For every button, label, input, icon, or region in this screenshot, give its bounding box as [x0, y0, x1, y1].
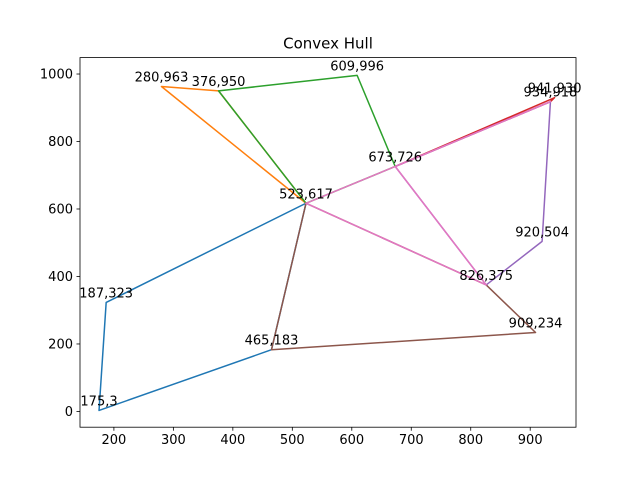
hull-series-2 — [160, 85, 308, 205]
chart-title: Convex Hull — [283, 35, 373, 53]
y-axis: 0 200 400 600 800 1000 — [40, 68, 80, 420]
point-label: 376,950 — [192, 75, 246, 90]
point-label: 934,918 — [524, 86, 578, 101]
x-tick-label: 300 — [161, 433, 186, 448]
y-tick-label: 400 — [48, 270, 73, 285]
hull-series-3 — [217, 74, 396, 205]
x-tick-label: 600 — [339, 433, 364, 448]
point-label: 826,375 — [459, 269, 513, 284]
hull-series-1 — [98, 202, 308, 412]
hull-series-5 — [394, 100, 552, 286]
x-tick-label: 200 — [101, 433, 126, 448]
plot-frame — [79, 57, 577, 428]
x-tick-label: 500 — [280, 433, 305, 448]
point-label: 280,963 — [135, 71, 189, 86]
series-layer — [98, 74, 556, 412]
x-tick-label: 900 — [518, 433, 543, 448]
point-label: 673,726 — [368, 150, 422, 165]
point-label: 909,234 — [509, 317, 563, 332]
point-labels-layer: 175,3 187,323 280,963 376,950 465,183 523,617… — [79, 59, 581, 409]
x-axis: 200 300 400 500 600 700 800 900 — [101, 427, 543, 448]
point-label: 941,930 — [528, 82, 582, 97]
y-tick-label: 1000 — [40, 68, 73, 83]
y-tick-label: 800 — [48, 135, 73, 150]
point-label: 465,183 — [245, 334, 299, 349]
hull-series-7 — [305, 100, 552, 286]
point-label: 175,3 — [80, 394, 117, 409]
point-label: 609,996 — [330, 59, 384, 74]
x-tick-label: 700 — [399, 433, 424, 448]
point-label: 920,504 — [515, 225, 569, 240]
point-label: 523,617 — [279, 187, 333, 202]
x-tick-label: 800 — [458, 433, 483, 448]
x-tick-label: 400 — [220, 433, 245, 448]
y-tick-label: 600 — [48, 202, 73, 217]
y-tick-label: 0 — [65, 405, 73, 420]
y-tick-label: 200 — [48, 337, 73, 352]
point-label: 187,323 — [79, 286, 133, 301]
